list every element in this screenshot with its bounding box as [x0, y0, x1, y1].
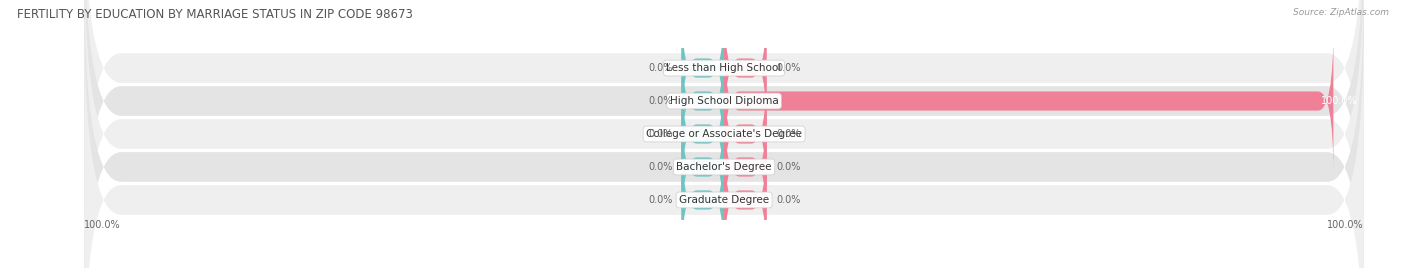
FancyBboxPatch shape	[682, 61, 724, 207]
Text: FERTILITY BY EDUCATION BY MARRIAGE STATUS IN ZIP CODE 98673: FERTILITY BY EDUCATION BY MARRIAGE STATU…	[17, 8, 413, 21]
FancyBboxPatch shape	[682, 94, 724, 240]
Text: Less than High School: Less than High School	[666, 63, 782, 73]
FancyBboxPatch shape	[84, 0, 1364, 268]
FancyBboxPatch shape	[682, 28, 724, 174]
Text: Bachelor's Degree: Bachelor's Degree	[676, 162, 772, 172]
Text: 0.0%: 0.0%	[648, 63, 672, 73]
Text: Source: ZipAtlas.com: Source: ZipAtlas.com	[1294, 8, 1389, 17]
FancyBboxPatch shape	[682, 127, 724, 268]
FancyBboxPatch shape	[724, 94, 766, 240]
FancyBboxPatch shape	[682, 0, 724, 141]
Text: 0.0%: 0.0%	[648, 195, 672, 205]
FancyBboxPatch shape	[84, 0, 1364, 268]
Text: 0.0%: 0.0%	[648, 162, 672, 172]
Text: 0.0%: 0.0%	[776, 63, 800, 73]
FancyBboxPatch shape	[724, 0, 766, 141]
FancyBboxPatch shape	[84, 17, 1364, 268]
Text: 0.0%: 0.0%	[648, 96, 672, 106]
Text: 100.0%: 100.0%	[1322, 96, 1358, 106]
Text: 0.0%: 0.0%	[776, 129, 800, 139]
Text: 100.0%: 100.0%	[84, 220, 121, 230]
FancyBboxPatch shape	[724, 127, 766, 268]
Text: College or Associate's Degree: College or Associate's Degree	[647, 129, 801, 139]
Text: 0.0%: 0.0%	[648, 129, 672, 139]
Text: 100.0%: 100.0%	[1327, 220, 1364, 230]
FancyBboxPatch shape	[724, 28, 1333, 174]
Text: Graduate Degree: Graduate Degree	[679, 195, 769, 205]
Text: High School Diploma: High School Diploma	[669, 96, 779, 106]
Text: 0.0%: 0.0%	[776, 195, 800, 205]
Text: 0.0%: 0.0%	[776, 162, 800, 172]
FancyBboxPatch shape	[84, 0, 1364, 268]
FancyBboxPatch shape	[724, 61, 766, 207]
FancyBboxPatch shape	[84, 0, 1364, 251]
